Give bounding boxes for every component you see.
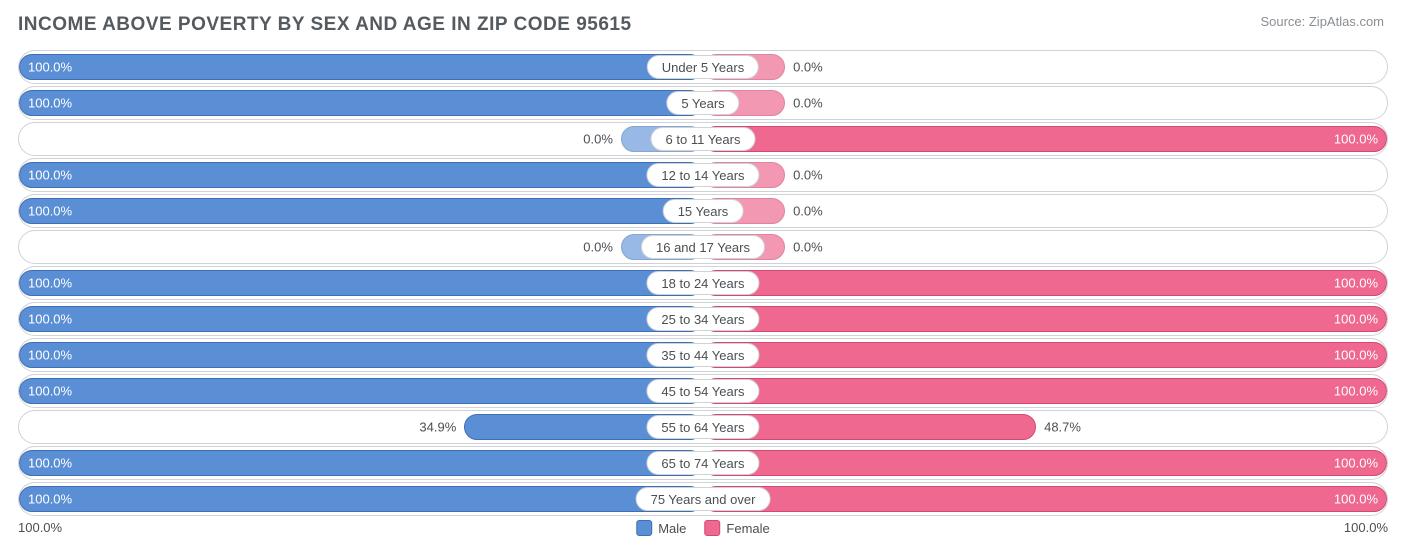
female-bar: 100.0% <box>703 270 1387 296</box>
category-label: 18 to 24 Years <box>646 271 759 295</box>
chart-row: 100.0% 0.0% 5 Years <box>18 86 1388 120</box>
legend: Male Female <box>636 520 770 536</box>
male-value-label: 100.0% <box>28 348 72 363</box>
male-value-label: 100.0% <box>28 492 72 507</box>
category-label: 16 and 17 Years <box>641 235 765 259</box>
category-label: 55 to 64 Years <box>646 415 759 439</box>
chart-row: 100.0% 0.0% 15 Years <box>18 194 1388 228</box>
chart-row: 100.0% 100.0% 65 to 74 Years <box>18 446 1388 480</box>
male-value-label: 100.0% <box>28 96 72 111</box>
category-label: 35 to 44 Years <box>646 343 759 367</box>
female-swatch <box>704 520 720 536</box>
axis-tick-right: 100.0% <box>1344 520 1388 535</box>
legend-male: Male <box>636 520 686 536</box>
chart-row: 100.0% 100.0% 18 to 24 Years <box>18 266 1388 300</box>
category-label: 6 to 11 Years <box>651 127 756 151</box>
female-value-label: 100.0% <box>1334 276 1378 291</box>
male-value-label: 100.0% <box>28 204 72 219</box>
chart-row: 0.0% 100.0% 6 to 11 Years <box>18 122 1388 156</box>
female-value-label: 100.0% <box>1334 456 1378 471</box>
legend-male-label: Male <box>658 521 686 536</box>
category-label: Under 5 Years <box>647 55 759 79</box>
female-value-label: 0.0% <box>793 60 823 75</box>
female-value-label: 0.0% <box>793 168 823 183</box>
category-label: 65 to 74 Years <box>646 451 759 475</box>
chart-title: INCOME ABOVE POVERTY BY SEX AND AGE IN Z… <box>18 14 1388 36</box>
male-bar: 100.0% <box>19 306 703 332</box>
male-value-label: 100.0% <box>28 276 72 291</box>
female-value-label: 0.0% <box>793 96 823 111</box>
male-bar: 100.0% <box>19 378 703 404</box>
male-value-label: 100.0% <box>28 384 72 399</box>
chart-rows: 100.0% 0.0% Under 5 Years 100.0% 0.0% 5 Years… <box>18 50 1388 516</box>
category-label: 12 to 14 Years <box>646 163 759 187</box>
female-bar: 100.0% <box>703 486 1387 512</box>
male-value-label: 100.0% <box>28 168 72 183</box>
female-bar: 100.0% <box>703 450 1387 476</box>
male-value-label: 100.0% <box>28 456 72 471</box>
male-value-label: 100.0% <box>28 312 72 327</box>
poverty-chart: INCOME ABOVE POVERTY BY SEX AND AGE IN Z… <box>0 0 1406 559</box>
male-bar: 100.0% <box>19 342 703 368</box>
male-bar: 100.0% <box>19 270 703 296</box>
category-label: 25 to 34 Years <box>646 307 759 331</box>
female-value-label: 0.0% <box>793 240 823 255</box>
male-bar: 100.0% <box>19 90 703 116</box>
female-value-label: 100.0% <box>1334 312 1378 327</box>
chart-row: 100.0% 100.0% 25 to 34 Years <box>18 302 1388 336</box>
chart-row: 100.0% 100.0% 45 to 54 Years <box>18 374 1388 408</box>
chart-row: 100.0% 0.0% 12 to 14 Years <box>18 158 1388 192</box>
male-bar: 100.0% <box>19 54 703 80</box>
female-value-label: 0.0% <box>793 204 823 219</box>
chart-row: 100.0% 100.0% 75 Years and over <box>18 482 1388 516</box>
male-value-label: 0.0% <box>583 240 613 255</box>
female-value-label: 100.0% <box>1334 492 1378 507</box>
chart-row: 100.0% 100.0% 35 to 44 Years <box>18 338 1388 372</box>
female-bar: 100.0% <box>703 126 1387 152</box>
male-value-label: 34.9% <box>419 420 456 435</box>
category-label: 45 to 54 Years <box>646 379 759 403</box>
male-bar: 100.0% <box>19 450 703 476</box>
female-value-label: 48.7% <box>1044 420 1081 435</box>
category-label: 5 Years <box>666 91 739 115</box>
female-bar: 100.0% <box>703 378 1387 404</box>
male-value-label: 0.0% <box>583 132 613 147</box>
axis-tick-left: 100.0% <box>18 520 62 535</box>
legend-female-label: Female <box>726 521 769 536</box>
chart-row: 34.9% 48.7% 55 to 64 Years <box>18 410 1388 444</box>
female-value-label: 100.0% <box>1334 132 1378 147</box>
female-bar: 100.0% <box>703 306 1387 332</box>
male-bar: 100.0% <box>19 198 703 224</box>
x-axis: 100.0% Male Female 100.0% <box>18 520 1388 540</box>
female-value-label: 100.0% <box>1334 384 1378 399</box>
category-label: 15 Years <box>663 199 744 223</box>
female-bar: 100.0% <box>703 342 1387 368</box>
male-value-label: 100.0% <box>28 60 72 75</box>
chart-row: 0.0% 0.0% 16 and 17 Years <box>18 230 1388 264</box>
male-bar: 100.0% <box>19 162 703 188</box>
chart-source: Source: ZipAtlas.com <box>1260 14 1384 29</box>
female-value-label: 100.0% <box>1334 348 1378 363</box>
chart-row: 100.0% 0.0% Under 5 Years <box>18 50 1388 84</box>
male-swatch <box>636 520 652 536</box>
legend-female: Female <box>704 520 769 536</box>
category-label: 75 Years and over <box>636 487 771 511</box>
male-bar: 100.0% <box>19 486 703 512</box>
